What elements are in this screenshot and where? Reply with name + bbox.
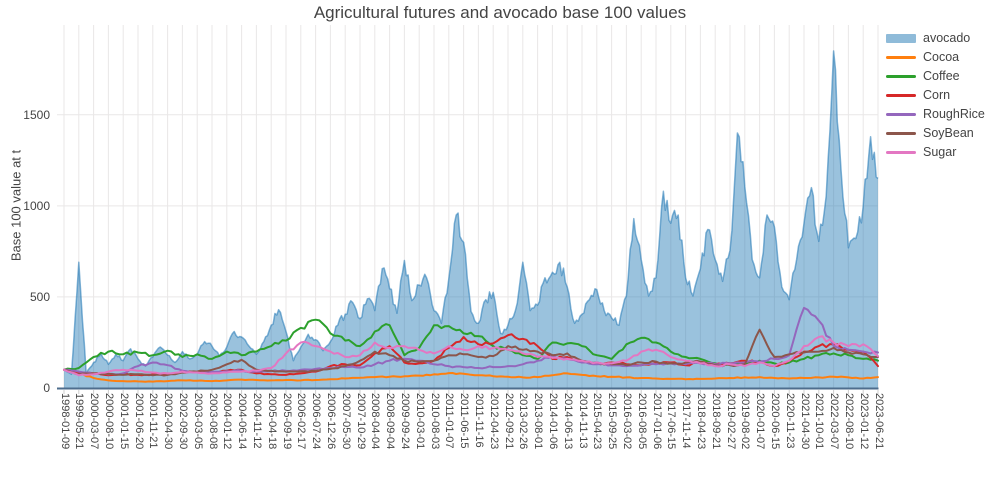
x-tick-label: 2005-09-19 [280,393,293,450]
legend-label: Coffee [923,69,960,83]
x-tick-label: 2002-04-30 [162,393,175,450]
x-tick-label: 2020-06-15 [768,393,781,450]
x-tick-label: 1998-01-09 [58,393,71,450]
x-tick-label: 2020-11-23 [783,393,796,449]
x-tick-label: 2000-03-07 [88,393,101,450]
chart-title: Agricultural futures and avocado base 10… [313,3,687,22]
y-tick-label: 500 [29,289,50,304]
x-tick-label: 2007-10-29 [354,393,367,450]
legend-label: Sugar [923,145,957,159]
x-tick-label: 2022-03-07 [828,393,841,450]
legend: avocado Cocoa Coffee Corn RoughRice SoyBean Su… [886,31,985,164]
sugar-line [63,335,879,377]
y-tick-label: 1500 [23,107,50,122]
x-tick-label: 2017-06-15 [665,393,678,450]
legend-item-roughrice[interactable]: RoughRice [886,107,985,121]
x-tick-label: 2001-06-20 [132,393,145,450]
x-tick-label: 2002-09-30 [176,393,189,450]
x-tick-label: 2018-04-23 [694,393,707,450]
x-tick-label: 2012-04-23 [487,393,500,450]
legend-label: RoughRice [923,107,985,121]
x-tick-label: 2006-12-26 [324,393,337,450]
legend-swatch [886,112,916,116]
x-tick-label: 2016-08-05 [635,393,648,450]
legend-item-avocado[interactable]: avocado [886,31,985,45]
legend-item-cocoa[interactable]: Cocoa [886,50,985,64]
x-tick-label: 2004-01-12 [221,393,234,450]
x-tick-label: 2006-02-17 [295,393,308,450]
x-tick-label: 2001-11-21 [147,393,160,449]
legend-swatch [886,131,916,135]
x-tick-label: 2019-08-02 [739,393,752,450]
x-tick-label: 2014-11-13 [576,393,589,449]
x-tick-label: 2011-11-16 [472,393,485,448]
x-tick-label: 2016-03-02 [620,393,633,450]
legend-swatch [886,93,916,97]
legend-label: avocado [923,31,971,45]
legend-swatch [886,33,916,43]
avocado-area [64,51,878,388]
y-tick-label: 0 [43,381,50,395]
x-tick-label: 2018-09-21 [709,393,722,450]
legend-swatch [886,55,916,59]
legend-swatch [886,74,916,78]
x-tick-label: 2017-01-06 [650,393,663,450]
x-tick-label: 2008-09-04 [384,393,397,450]
x-tick-label: 2004-06-14 [236,393,249,450]
x-tick-label: 2014-01-06 [546,393,559,450]
x-tick-label: 2000-08-10 [102,393,115,450]
x-tick-label: 2019-02-27 [724,393,737,450]
x-tick-label: 2023-01-12 [857,393,870,450]
x-tick-label: 2011-06-15 [458,393,471,449]
x-tick-label: 2006-07-24 [310,393,323,450]
legend-swatch [886,150,916,154]
legend-item-soybean[interactable]: SoyBean [886,126,985,140]
legend-item-coffee[interactable]: Coffee [886,69,985,83]
x-tick-label: 2023-06-21 [872,393,885,450]
avocado-area-edge [63,50,879,376]
x-tick-label: 2003-03-05 [191,393,204,450]
cocoa-line [63,368,879,383]
legend-label: SoyBean [923,126,974,140]
x-tick-label: 2012-09-21 [502,393,515,450]
x-tick-label: 2020-01-07 [754,393,767,450]
x-tick-label: 2010-08-03 [428,393,441,450]
legend-label: Corn [923,88,951,102]
x-tick-label: 2021-10-01 [813,393,826,450]
x-tick-label: 2014-06-13 [561,393,574,450]
x-tick-label: 2013-02-26 [517,393,530,450]
x-tick-label: 2010-03-01 [413,393,426,450]
x-tick-label: 2001-01-15 [117,393,130,450]
x-tick-label: 2021-04-30 [798,393,811,450]
legend-item-corn[interactable]: Corn [886,88,985,102]
legend-label: Cocoa [923,50,960,64]
y-tick-label: 1000 [23,198,50,213]
x-tick-label: 2007-05-30 [339,393,352,450]
x-tick-label: 2009-09-24 [398,393,411,450]
x-tick-label: 2003-08-08 [206,393,219,450]
x-tick-label: 2022-08-10 [842,393,855,450]
x-tick-label: 2011-01-07 [443,393,456,449]
x-tick-label: 1999-05-21 [73,393,86,450]
x-tick-label: 2004-11-12 [250,393,263,449]
x-tick-label: 2015-09-25 [606,393,619,450]
legend-item-sugar[interactable]: Sugar [886,145,985,159]
x-tick-label: 2017-11-14 [680,393,693,449]
x-tick-label: 2015-04-23 [591,393,604,450]
x-tick-label: 2008-04-04 [369,393,382,450]
x-tick-label: 2005-04-18 [265,393,278,450]
x-tick-label: 2013-08-01 [532,393,545,450]
